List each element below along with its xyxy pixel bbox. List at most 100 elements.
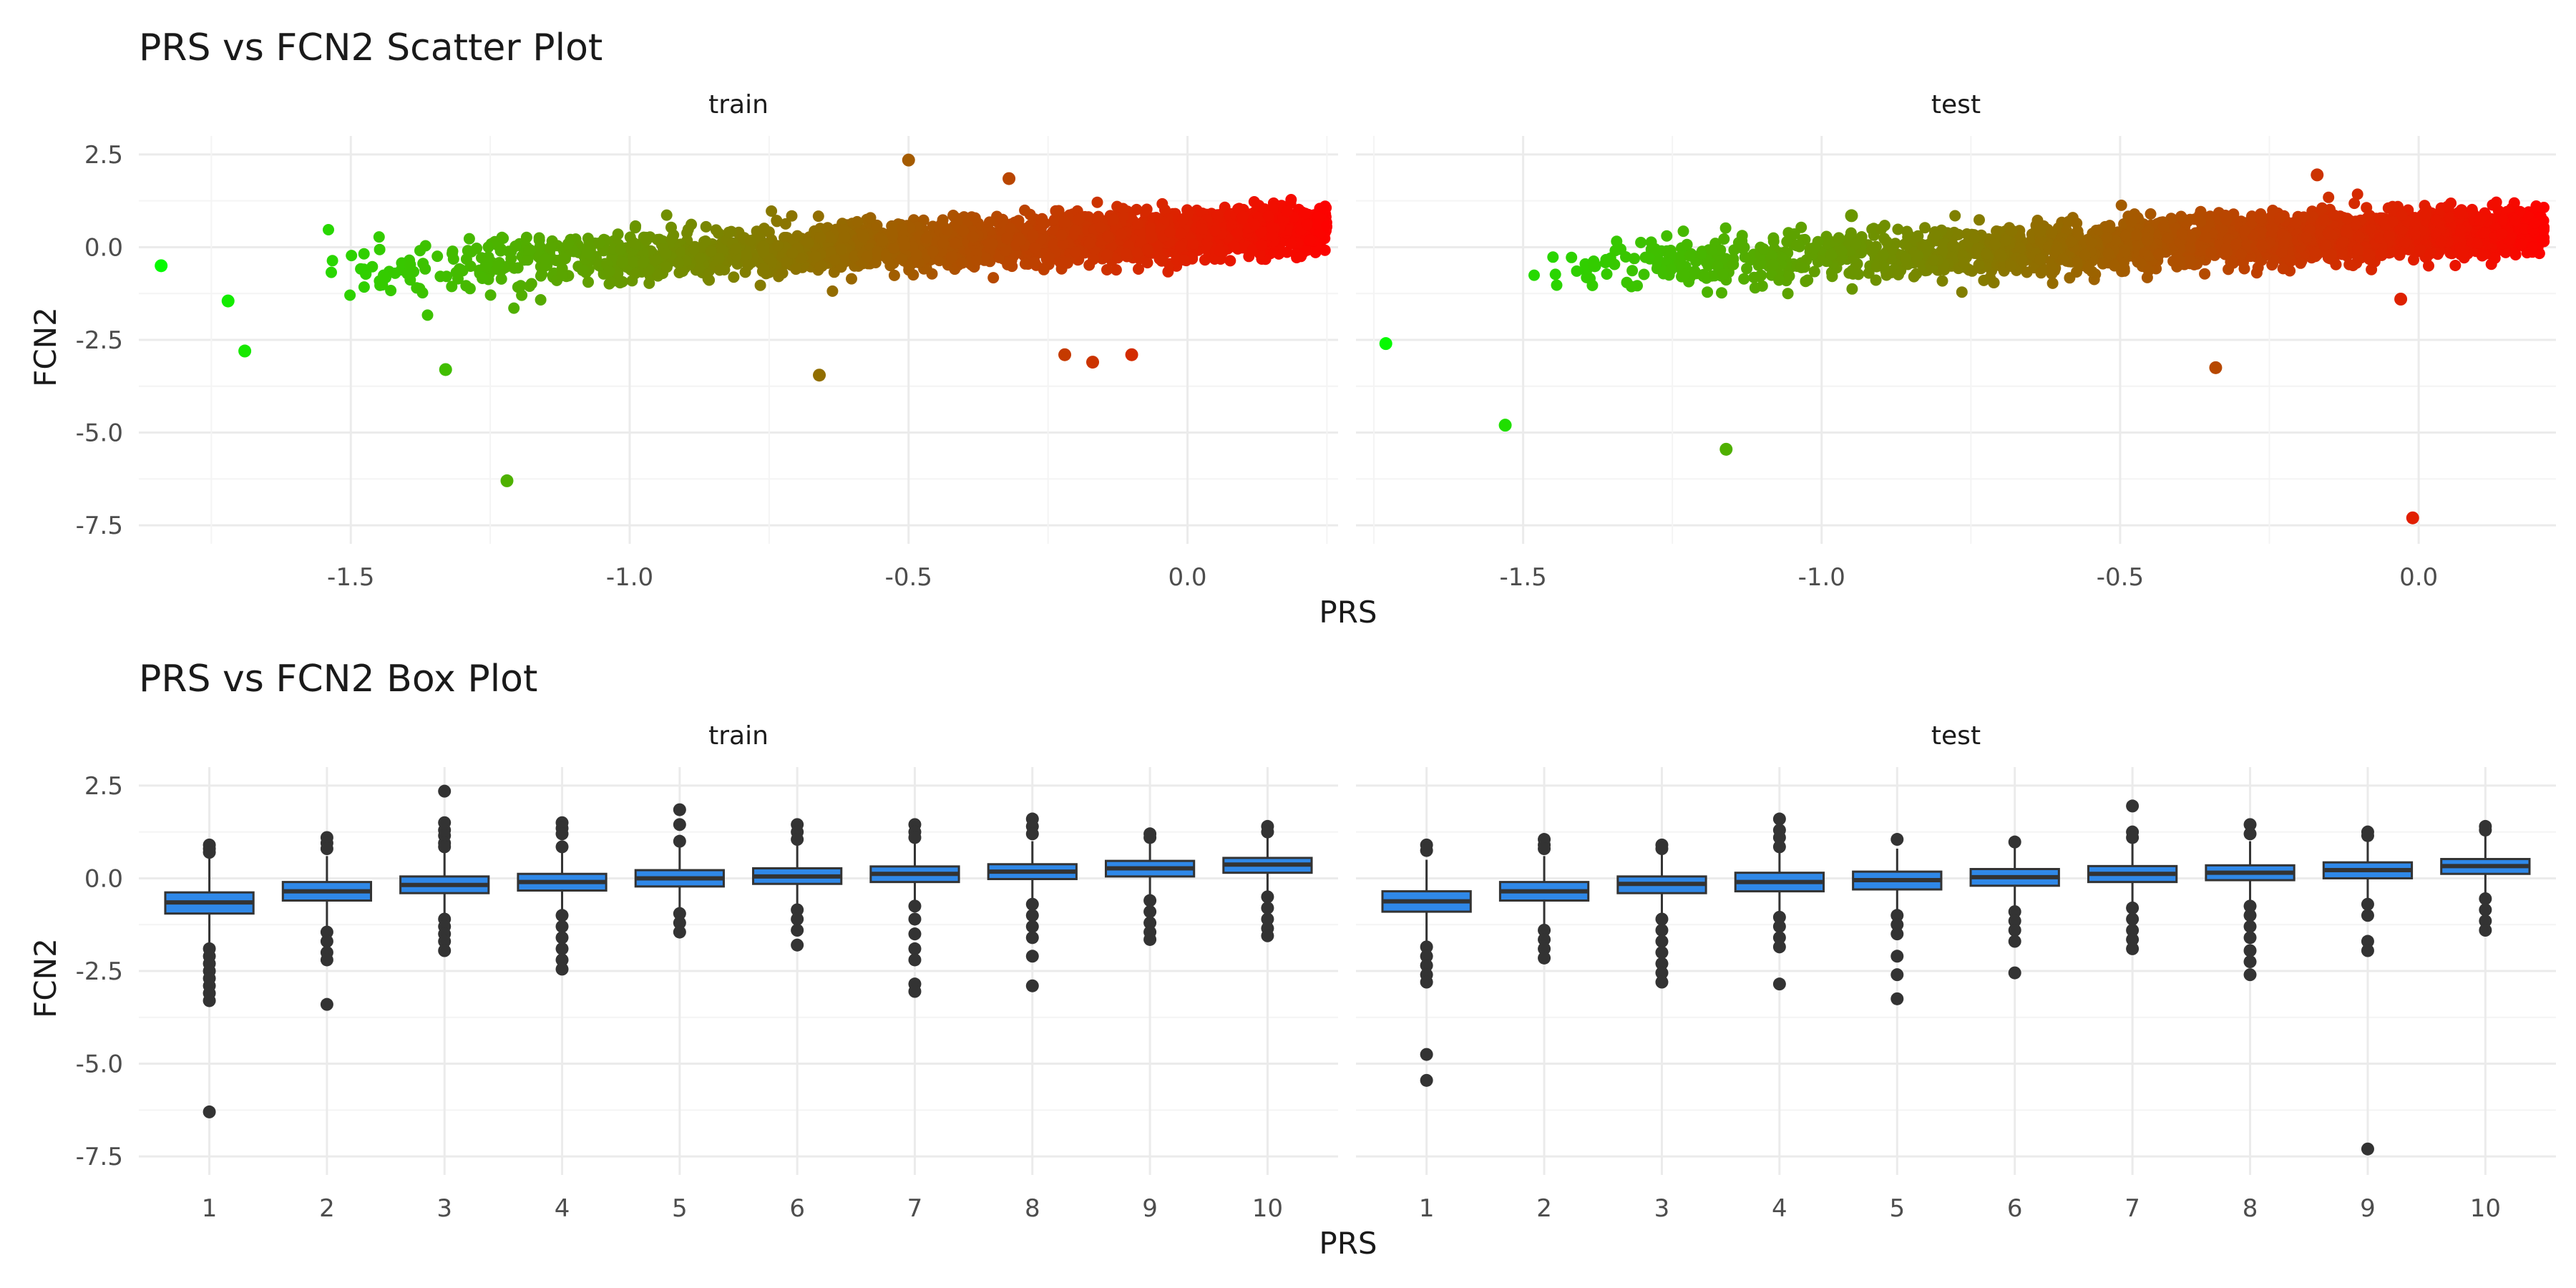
scatter-point: [326, 255, 338, 267]
scatter-point: [492, 259, 504, 271]
scatter-point: [1684, 250, 1696, 262]
scatter-point: [1783, 270, 1795, 282]
scatter-point: [1156, 197, 1169, 210]
scatter-point: [419, 263, 431, 275]
scatter-point: [728, 271, 740, 283]
scatter-point: [2295, 257, 2307, 269]
scatter-point: [1083, 238, 1096, 250]
scatter-point: [1281, 205, 1293, 218]
scatter-point: [1571, 265, 1583, 277]
scatter-point: [344, 289, 356, 301]
scatter-y-axis-label: FCN2: [28, 307, 63, 387]
scatter-point: [2145, 208, 2157, 220]
scatter-point: [593, 237, 605, 249]
scatter-x-tick-label: -0.5: [885, 563, 932, 592]
scatter-point: [869, 257, 882, 268]
scatter-point: [1878, 249, 1889, 261]
scatter-point: [514, 280, 527, 292]
scatter-point: [358, 248, 370, 260]
scatter-point: [556, 269, 568, 281]
scatter-point: [1237, 242, 1249, 254]
scatter-point: [603, 265, 615, 278]
scatter-point: [849, 250, 860, 263]
scatter-point: [942, 224, 954, 236]
scatter-point: [1162, 265, 1174, 278]
scatter-point: [221, 294, 235, 308]
scatter-point: [2361, 202, 2373, 214]
scatter-point: [1247, 243, 1259, 255]
scatter-point: [814, 260, 826, 273]
scatter-point: [766, 205, 778, 217]
scatter-point: [577, 264, 589, 276]
scatter-point: [1551, 279, 1563, 291]
scatter-facet-label-train: train: [708, 90, 769, 119]
scatter-point: [630, 238, 641, 250]
scatter-point: [582, 276, 594, 288]
scatter-y-tick-label: -2.5: [76, 326, 123, 355]
scatter-point: [812, 210, 824, 223]
scatter-point: [864, 212, 877, 224]
scatter-point: [1875, 223, 1888, 235]
scatter-point: [1681, 238, 1693, 250]
scatter-point: [1299, 208, 1312, 220]
scatter-point: [1001, 233, 1013, 245]
scatter-point: [1609, 245, 1621, 257]
scatter-point: [1266, 222, 1278, 233]
scatter-point: [791, 230, 804, 242]
scatter-point: [1211, 209, 1224, 221]
scatter-point: [155, 259, 168, 273]
scatter-point: [1256, 239, 1268, 251]
scatter-point: [886, 220, 898, 232]
scatter-point: [2035, 267, 2047, 279]
scatter-point: [540, 253, 552, 265]
scatter-point: [439, 363, 452, 376]
scatter-point: [396, 257, 408, 269]
scatter-point: [824, 231, 836, 243]
scatter-point: [1732, 237, 1745, 249]
scatter-point: [1131, 246, 1143, 258]
scatter-point: [754, 279, 766, 291]
scatter-point: [970, 255, 982, 267]
scatter-point: [2195, 205, 2207, 218]
scatter-point: [1141, 243, 1153, 255]
scatter-point: [534, 240, 546, 253]
scatter-point: [1304, 234, 1316, 246]
scatter-point: [730, 243, 742, 255]
scatter-point: [1741, 263, 1753, 275]
scatter-point: [1584, 273, 1596, 285]
scatter-point: [652, 270, 664, 282]
scatter-point: [1949, 210, 1961, 222]
scatter-point: [1626, 265, 1639, 277]
scatter-point: [1101, 248, 1113, 260]
scatter-point: [482, 241, 494, 253]
scatter-point: [2277, 263, 2289, 275]
scatter-point: [1038, 263, 1050, 275]
scatter-point: [1214, 245, 1226, 257]
scatter-point: [969, 212, 981, 224]
scatter-point: [441, 270, 453, 283]
scatter-point: [951, 217, 963, 228]
scatter-point: [757, 263, 769, 275]
scatter-point: [2490, 196, 2502, 208]
scatter-point: [1141, 257, 1153, 269]
scatter-point: [1073, 213, 1085, 225]
scatter-point: [1174, 228, 1186, 240]
scatter-point: [675, 246, 688, 258]
scatter-point: [771, 240, 784, 252]
scatter-point: [920, 232, 932, 244]
scatter-x-axis-label: PRS: [1319, 595, 1377, 630]
scatter-point: [1988, 276, 1999, 288]
scatter-point: [497, 233, 509, 244]
scatter-point: [771, 215, 783, 227]
scatter-point: [500, 474, 514, 487]
scatter-point: [509, 240, 522, 253]
scatter-points-test: [1379, 168, 2550, 525]
scatter-point: [758, 223, 770, 235]
scatter-point: [1102, 230, 1114, 243]
scatter-point: [1028, 256, 1040, 268]
scatter-point: [790, 263, 802, 275]
scatter-point: [421, 309, 434, 321]
scatter-point: [1086, 356, 1100, 369]
scatter-point: [899, 240, 911, 252]
scatter-point: [1131, 203, 1143, 215]
